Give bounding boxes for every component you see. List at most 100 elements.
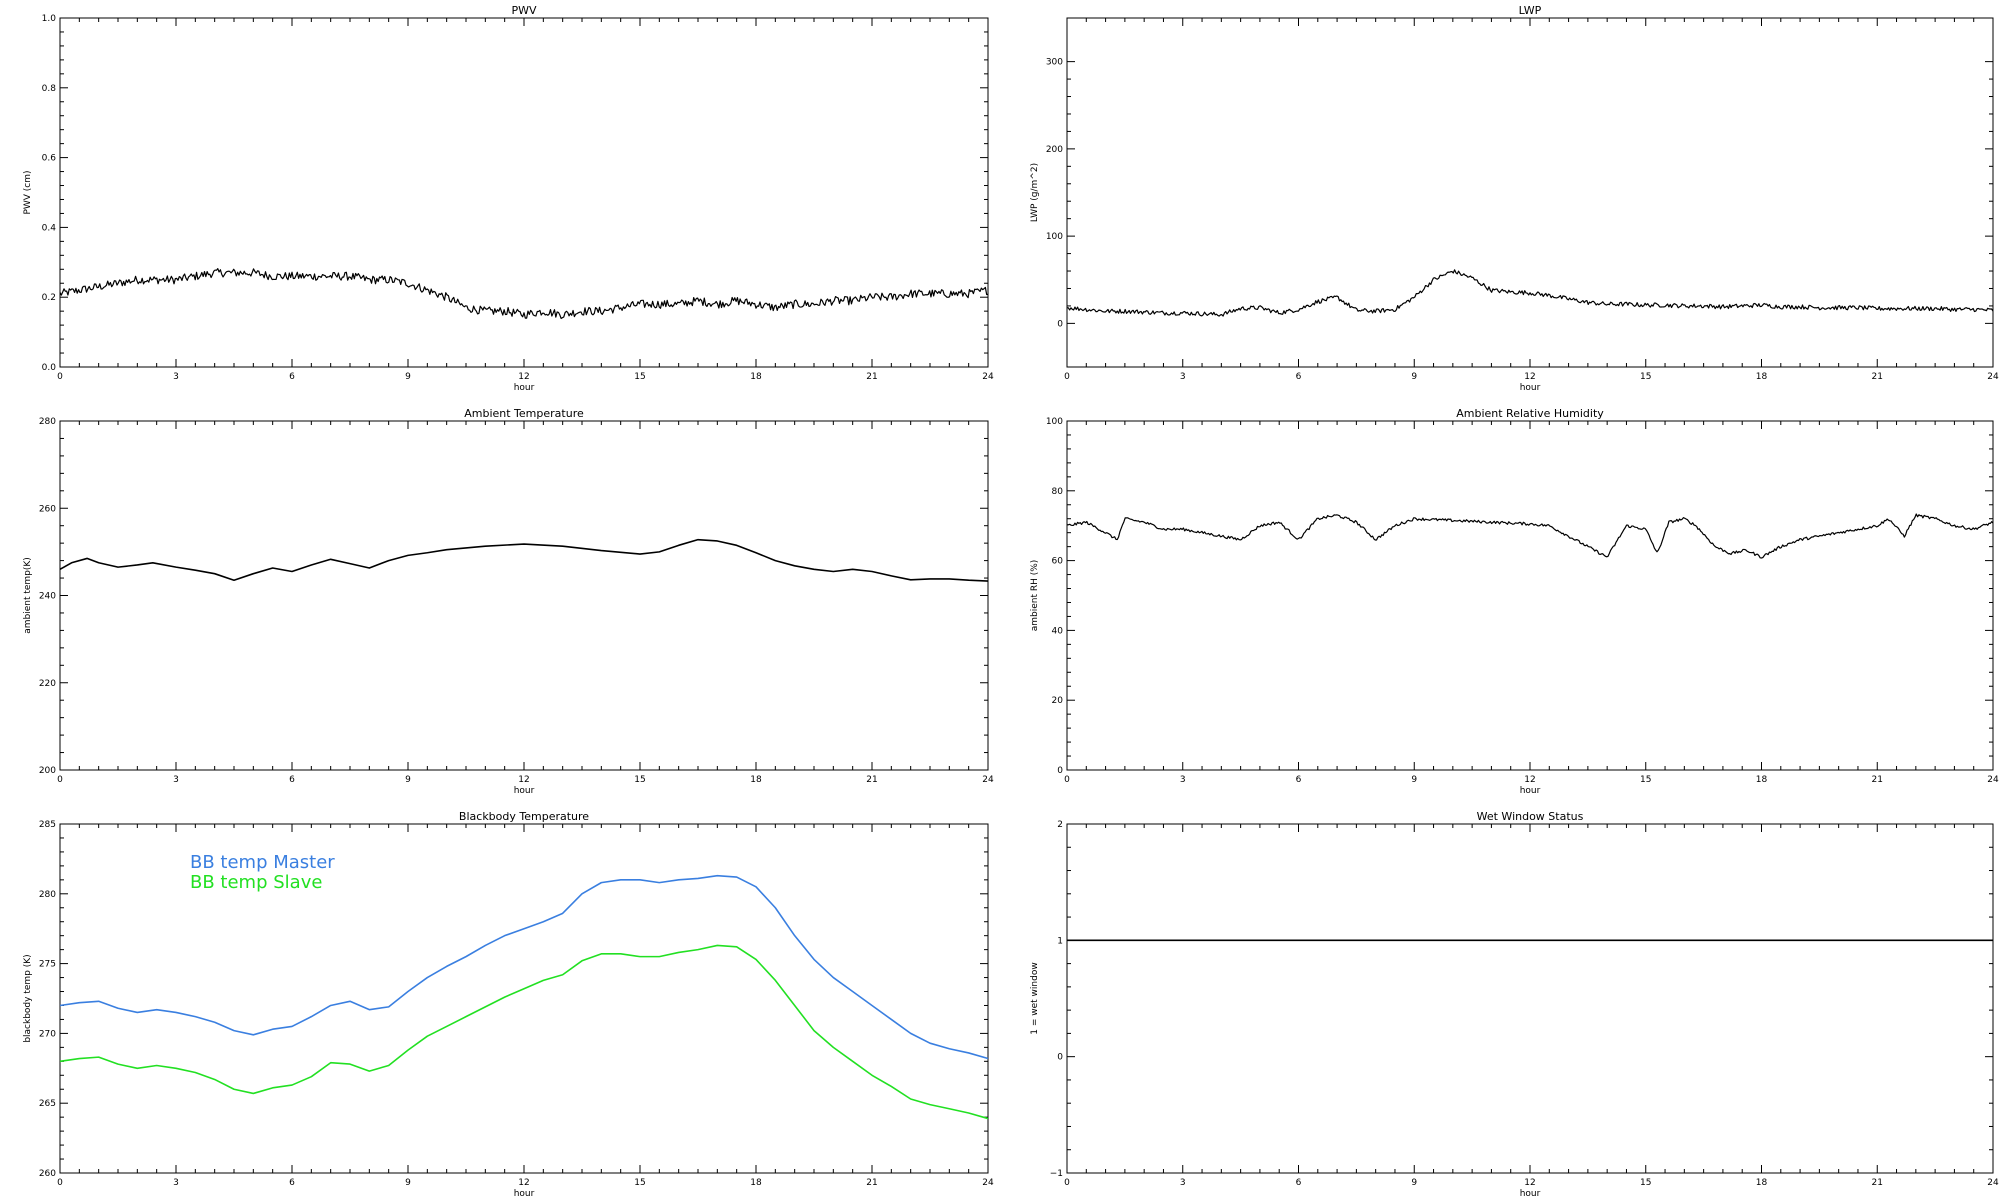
x-tick-label: 18	[750, 372, 762, 382]
x-tick-label: 0	[1064, 372, 1070, 382]
chart-pwv: PWV 0 3 6 9 12 15 18 21 24 hour 0.0 0.2 0.4 0.6 0.8 1.0 P…	[23, 4, 994, 393]
y-tick-label: 200	[39, 766, 56, 776]
y-tick-label: 0.0	[42, 363, 57, 373]
x-tick-label: 9	[1411, 1178, 1417, 1188]
x-tick-label: 9	[1411, 372, 1417, 382]
y-tick-label: 220	[39, 679, 56, 689]
plot-frame	[1066, 823, 1994, 1174]
x-tick-label: 3	[1180, 1178, 1186, 1188]
y-tick-label: 280	[39, 890, 56, 900]
y-tick-label: 0.8	[42, 84, 57, 94]
y-tick-label: 0	[1057, 319, 1063, 329]
x-tick-label: 9	[405, 775, 411, 785]
x-axis-label: hour	[1520, 786, 1541, 796]
chart-title: Wet Window Status	[1477, 810, 1584, 823]
y-axis-label: LWP (g/m^2)	[1030, 163, 1040, 222]
x-tick-label: 18	[750, 775, 762, 785]
y-axis-label: ambient temp(K)	[23, 557, 33, 634]
x-tick-label: 24	[1987, 372, 1999, 382]
y-tick-label: 20	[1052, 696, 1064, 706]
x-tick-label: 15	[1640, 775, 1651, 785]
x-axis-label: hour	[514, 383, 535, 393]
y-tick-label: 1.0	[42, 14, 57, 24]
y-axis-label: blackbody temp (K)	[23, 954, 33, 1042]
x-tick-label: 9	[1411, 775, 1417, 785]
series-line-0	[59, 538, 989, 582]
x-tick-label: 0	[57, 372, 63, 382]
x-tick-label: 24	[1987, 1178, 1999, 1188]
x-tick-label: 12	[518, 775, 529, 785]
chart-ambient-temperature: Ambient Temperature 0 3 6 9 12 15 18 21 24 hour 200…	[23, 407, 994, 796]
y-tick-label: 0.2	[42, 293, 56, 303]
series-line-0	[1066, 513, 1994, 559]
x-tick-label: 6	[1296, 372, 1302, 382]
y-tick-label: 260	[39, 504, 56, 514]
x-tick-label: 21	[866, 775, 877, 785]
chart-title: Ambient Relative Humidity	[1456, 407, 1604, 420]
series-line-0	[59, 268, 989, 320]
x-tick-label: 3	[173, 372, 179, 382]
chart-lwp: LWP 0 3 6 9 12 15 18 21 24 hour 0 100 200 300 LWP (g/m^…	[1030, 4, 1999, 393]
x-tick-label: 21	[1872, 372, 1883, 382]
y-tick-label: 1	[1057, 936, 1063, 946]
x-tick-label: 9	[405, 372, 411, 382]
x-tick-label: 0	[1064, 1178, 1070, 1188]
y-tick-label: 80	[1052, 487, 1064, 497]
plot-frame	[59, 420, 989, 771]
y-axis-label: PWV (cm)	[23, 170, 33, 214]
x-tick-label: 3	[173, 1178, 179, 1188]
series-line-1	[59, 944, 989, 1120]
x-tick-label: 24	[982, 775, 994, 785]
series-line-0	[59, 874, 989, 1060]
x-tick-label: 21	[1872, 1178, 1883, 1188]
y-tick-label: 100	[1046, 232, 1063, 242]
chart-ambient-relative-humidity: Ambient Relative Humidity 0 3 6 9 12 15 18 21 24 h…	[1030, 407, 1999, 796]
x-tick-label: 15	[1640, 1178, 1651, 1188]
chart-blackbody-temperature: Blackbody Temperature 0 3 6 9 12 15 18 21 24 hour 2…	[23, 810, 994, 1199]
x-tick-label: 6	[289, 1178, 295, 1188]
x-tick-label: 12	[1524, 1178, 1535, 1188]
x-tick-label: 24	[982, 1178, 994, 1188]
x-axis-label: hour	[1520, 1189, 1541, 1199]
y-tick-label: −1	[1050, 1169, 1063, 1179]
plot-frame	[1066, 420, 1994, 771]
chart-title: PWV	[511, 4, 537, 17]
x-tick-label: 3	[1180, 775, 1186, 785]
y-tick-label: 270	[39, 1029, 56, 1039]
x-axis-label: hour	[514, 786, 535, 796]
x-tick-label: 3	[1180, 372, 1186, 382]
x-tick-label: 15	[634, 775, 645, 785]
x-tick-label: 18	[1756, 372, 1768, 382]
x-tick-label: 15	[634, 1178, 645, 1188]
x-axis-label: hour	[514, 1189, 535, 1199]
y-tick-label: 0	[1057, 1053, 1063, 1063]
x-tick-label: 12	[518, 372, 529, 382]
x-tick-label: 15	[634, 372, 645, 382]
x-tick-label: 0	[57, 1178, 63, 1188]
x-tick-label: 9	[405, 1178, 411, 1188]
x-tick-label: 6	[289, 372, 295, 382]
chart-title: Blackbody Temperature	[459, 810, 589, 823]
x-tick-label: 24	[1987, 775, 1999, 785]
x-tick-label: 0	[1064, 775, 1070, 785]
x-tick-label: 12	[518, 1178, 529, 1188]
y-tick-label: 0	[1057, 766, 1063, 776]
chart-title: LWP	[1519, 4, 1542, 17]
series-line-0	[1066, 269, 1994, 317]
x-tick-label: 18	[750, 1178, 762, 1188]
y-tick-label: 300	[1046, 58, 1063, 68]
x-tick-label: 18	[1756, 1178, 1768, 1188]
x-tick-label: 24	[982, 372, 994, 382]
y-axis-label: ambient RH (%)	[1030, 560, 1040, 632]
x-tick-label: 12	[1524, 372, 1535, 382]
y-tick-label: 2	[1057, 820, 1063, 830]
y-tick-label: 275	[39, 960, 56, 970]
y-tick-label: 260	[39, 1169, 56, 1179]
legend-entry-1: BB temp Slave	[190, 872, 322, 893]
x-axis-label: hour	[1520, 383, 1541, 393]
y-tick-label: 240	[39, 592, 56, 602]
x-tick-label: 21	[866, 372, 877, 382]
y-tick-label: 60	[1052, 557, 1064, 567]
